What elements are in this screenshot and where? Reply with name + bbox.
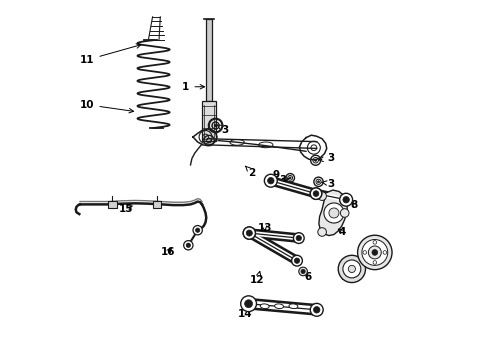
Polygon shape — [319, 190, 347, 235]
Text: 13: 13 — [257, 224, 272, 233]
Circle shape — [372, 249, 378, 255]
Circle shape — [243, 227, 255, 239]
Text: 1: 1 — [182, 82, 204, 92]
Circle shape — [363, 251, 367, 254]
Circle shape — [294, 258, 300, 264]
Text: 12: 12 — [250, 271, 265, 285]
Text: 16: 16 — [161, 247, 175, 257]
Text: 4: 4 — [338, 227, 345, 237]
Circle shape — [318, 181, 319, 183]
Circle shape — [313, 191, 319, 197]
Circle shape — [313, 191, 319, 197]
Text: 8: 8 — [351, 200, 358, 210]
Circle shape — [310, 303, 323, 316]
Circle shape — [324, 203, 344, 223]
Circle shape — [373, 240, 377, 244]
Text: 3: 3 — [322, 179, 335, 189]
Text: 5: 5 — [340, 271, 351, 282]
Circle shape — [343, 260, 361, 278]
Text: 10: 10 — [80, 100, 134, 113]
Circle shape — [245, 300, 252, 308]
Circle shape — [299, 267, 307, 276]
Bar — [153, 201, 161, 208]
Text: 3: 3 — [319, 153, 335, 163]
Circle shape — [318, 192, 326, 201]
Circle shape — [296, 235, 301, 241]
Circle shape — [329, 208, 339, 218]
Circle shape — [265, 174, 277, 187]
Circle shape — [338, 255, 366, 283]
Circle shape — [310, 188, 322, 199]
Circle shape — [289, 177, 291, 179]
Text: 2: 2 — [245, 166, 256, 178]
Circle shape — [362, 239, 388, 265]
Text: 14: 14 — [238, 307, 252, 319]
Circle shape — [368, 246, 381, 259]
Circle shape — [184, 240, 193, 250]
Ellipse shape — [260, 304, 269, 309]
Circle shape — [383, 251, 387, 254]
Circle shape — [214, 124, 217, 127]
Circle shape — [243, 227, 255, 239]
Circle shape — [246, 230, 252, 236]
Text: 6: 6 — [305, 272, 312, 282]
Circle shape — [314, 307, 320, 313]
Circle shape — [186, 243, 191, 247]
Bar — [202, 101, 216, 140]
Circle shape — [315, 159, 317, 161]
Bar — [108, 201, 117, 208]
Ellipse shape — [274, 304, 284, 309]
Text: 9: 9 — [273, 170, 280, 180]
Circle shape — [292, 255, 302, 266]
Circle shape — [340, 193, 353, 206]
Circle shape — [294, 233, 304, 243]
Ellipse shape — [289, 304, 298, 309]
Circle shape — [196, 228, 200, 232]
Circle shape — [358, 235, 392, 270]
Text: 7: 7 — [377, 245, 384, 255]
Circle shape — [310, 188, 322, 199]
Circle shape — [246, 230, 252, 236]
Circle shape — [301, 269, 305, 274]
Circle shape — [343, 197, 349, 203]
Circle shape — [318, 228, 326, 236]
Circle shape — [373, 261, 377, 264]
Text: 3: 3 — [217, 125, 229, 135]
Circle shape — [348, 265, 355, 273]
Circle shape — [193, 226, 202, 235]
Text: 15: 15 — [119, 204, 133, 214]
Text: 11: 11 — [80, 44, 141, 65]
Text: 3: 3 — [279, 175, 289, 185]
Circle shape — [241, 296, 256, 312]
Bar — [206, 19, 212, 101]
Circle shape — [341, 209, 349, 217]
Circle shape — [268, 177, 274, 184]
